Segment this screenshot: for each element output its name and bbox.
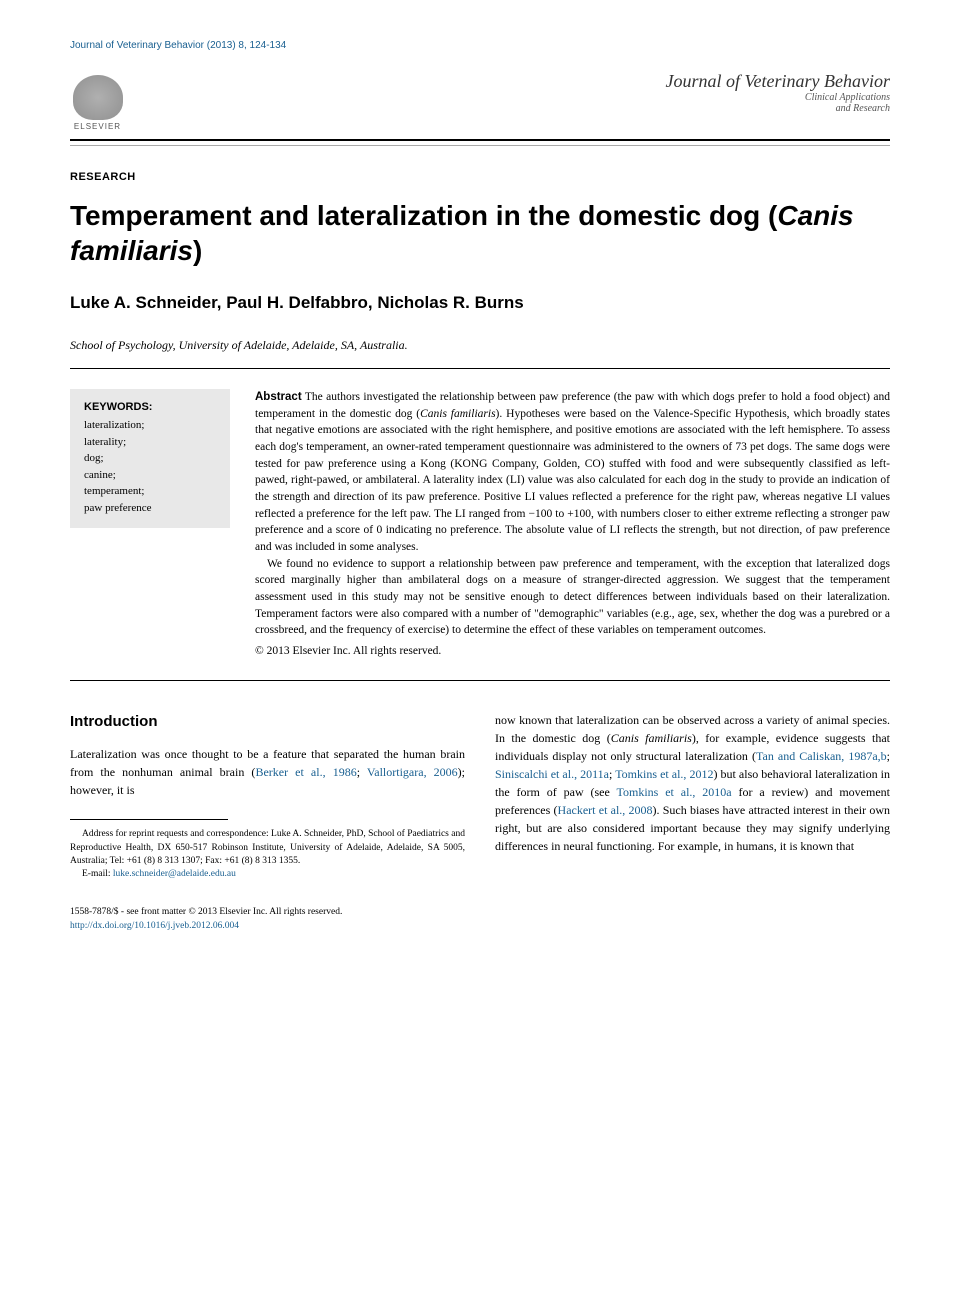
citation-link[interactable]: Tan and Caliskan, 1987a,b [756,749,887,763]
elsevier-logo: ELSEVIER [70,71,125,131]
keyword-item: laterality; [84,434,216,451]
authors: Luke A. Schneider, Paul H. Delfabbro, Ni… [70,293,890,313]
publisher-block: ELSEVIER [70,71,135,131]
journal-subtitle-2: and Research [666,103,890,114]
intro-column-right: now known that lateralization can be obs… [495,711,890,882]
abstract-copyright: © 2013 Elsevier Inc. All rights reserved… [255,643,890,660]
abstract-para-1: Abstract The authors investigated the re… [255,389,890,556]
intro-para-right: now known that lateralization can be obs… [495,711,890,855]
doi-link[interactable]: http://dx.doi.org/10.1016/j.jveb.2012.06… [70,920,890,933]
citation-link[interactable]: Tomkins et al., 2010a [617,785,732,799]
citation-link[interactable]: Siniscalchi et al., 2011a [495,767,609,781]
journal-subtitle-1: Clinical Applications [666,92,890,103]
section-label: RESEARCH [70,171,890,183]
keyword-item: temperament; [84,483,216,500]
citation-link[interactable]: Hackert et al., 2008 [558,803,653,817]
elsevier-tree-icon [73,75,123,120]
abstract-p1-b: ). Hypotheses were based on the Valence-… [255,408,890,553]
intro-text: ; [357,765,367,779]
title-text-1: Temperament and lateralization in the do… [70,200,777,231]
footnote: Address for reprint requests and corresp… [70,828,465,881]
abstract-para-2: We found no evidence to support a relati… [255,556,890,639]
header-bar: ELSEVIER Journal of Veterinary Behavior … [70,71,890,141]
keyword-item: dog; [84,450,216,467]
abstract-label: Abstract [255,391,302,403]
page-footer: 1558-7878/$ - see front matter © 2013 El… [70,906,890,933]
abstract-block: KEYWORDS: lateralization; laterality; do… [70,389,890,681]
affiliation: School of Psychology, University of Adel… [70,338,890,369]
journal-reference: Journal of Veterinary Behavior (2013) 8,… [70,40,890,51]
footnote-email-line: E-mail: luke.schneider@adelaide.edu.au [70,868,465,881]
intro-para-left: Lateralization was once thought to be a … [70,745,465,799]
keywords-heading: KEYWORDS: [84,401,216,413]
citation-link[interactable]: Vallortigara, 2006 [367,765,458,779]
abstract-text: Abstract The authors investigated the re… [255,389,890,660]
citation-link[interactable]: Berker et al., 1986 [255,765,356,779]
keyword-item: canine; [84,467,216,484]
intro-text: ; [887,749,890,763]
footnote-divider [70,819,228,820]
header-divider [70,145,890,146]
intro-species: Canis familiaris [611,731,692,745]
citation-link[interactable]: Tomkins et al., 2012 [615,767,713,781]
abstract-species: Canis familiaris [420,408,495,420]
keyword-item: paw preference [84,500,216,517]
email-link[interactable]: luke.schneider@adelaide.edu.au [113,869,236,879]
keywords-list: lateralization; laterality; dog; canine;… [84,417,216,516]
keyword-item: lateralization; [84,417,216,434]
journal-title: Journal of Veterinary Behavior [666,71,890,92]
footer-copyright: 1558-7878/$ - see front matter © 2013 El… [70,906,890,919]
journal-title-block: Journal of Veterinary Behavior Clinical … [666,71,890,114]
intro-heading: Introduction [70,711,465,734]
footnote-email-label: E-mail: [82,869,113,879]
title-text-2: ) [193,235,202,266]
footnote-address: Address for reprint requests and corresp… [70,828,465,868]
keywords-box: KEYWORDS: lateralization; laterality; do… [70,389,230,528]
elsevier-name: ELSEVIER [74,122,121,131]
intro-section: Introduction Lateralization was once tho… [70,711,890,882]
article-title: Temperament and lateralization in the do… [70,198,890,268]
intro-column-left: Introduction Lateralization was once tho… [70,711,465,882]
